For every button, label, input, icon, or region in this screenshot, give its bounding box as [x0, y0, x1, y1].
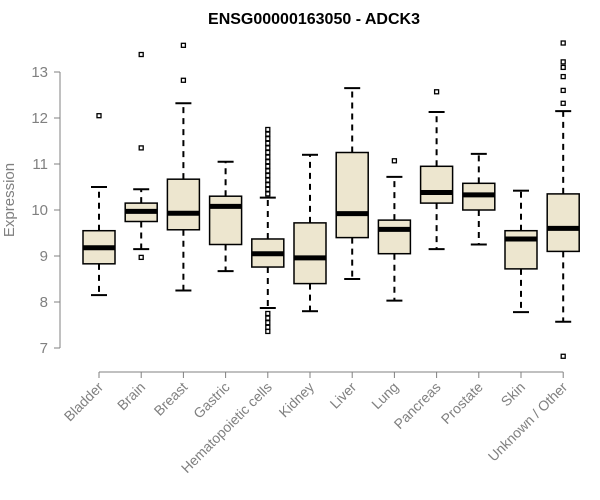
x-tick-label: Kidney [276, 379, 318, 421]
outlier-point [560, 64, 566, 71]
box-breast [166, 42, 201, 292]
box-body [377, 219, 412, 255]
box-gastric [208, 160, 243, 273]
outlier-point [265, 186, 271, 192]
outlier-point [391, 158, 398, 164]
x-tick-label: Bladder [61, 379, 107, 425]
box-hematopoietic-cells [251, 126, 285, 335]
x-tick-label: Breast [151, 379, 191, 419]
chart-title: ENSG00000163050 - ADCK3 [208, 11, 420, 28]
box-lung [377, 158, 412, 302]
y-axis: 7 8 9 10 11 12 13 [31, 64, 61, 357]
outlier-point [265, 320, 271, 326]
outlier-point [560, 40, 566, 46]
outlier-point [265, 136, 271, 142]
box-liver [335, 87, 369, 280]
outlier-point [138, 254, 144, 261]
y-tick-label: 9 [40, 248, 48, 265]
outlier-point [265, 149, 271, 156]
outlier-point [265, 328, 271, 335]
y-tick-label: 11 [32, 156, 48, 173]
y-tick-label: 10 [31, 202, 48, 219]
y-axis-label: Expression [1, 163, 18, 237]
x-tick-label: Lung [368, 379, 401, 412]
outlier-point [560, 59, 566, 65]
outlier-point [265, 159, 271, 165]
y-tick-label: 8 [40, 294, 48, 311]
box-body [293, 222, 327, 285]
box-brain [124, 51, 158, 261]
box-body [419, 165, 454, 204]
box-body [335, 151, 369, 239]
outlier-point [265, 168, 271, 174]
box-series [82, 40, 580, 359]
y-tick-label: 13 [31, 64, 48, 81]
outlier-point [265, 177, 271, 183]
box-body [166, 178, 201, 231]
outlier-point [265, 324, 271, 330]
outlier-point [265, 131, 271, 137]
box-body [208, 195, 243, 246]
box-body [504, 229, 538, 270]
outlier-point [265, 182, 271, 188]
y-tick-label: 12 [31, 110, 48, 127]
outlier-point [138, 51, 144, 58]
outlier-point [180, 77, 187, 83]
outlier-point [560, 73, 566, 80]
outlier-point [560, 100, 566, 106]
x-tick-label: Brain [114, 379, 148, 413]
outlier-point [265, 145, 271, 151]
box-body [546, 193, 580, 253]
outlier-point [265, 315, 271, 321]
outlier-point [560, 353, 566, 359]
outlier-point [560, 87, 566, 94]
box-skin [504, 189, 538, 314]
outlier-point [265, 172, 271, 179]
box-bladder [82, 113, 116, 297]
y-tick-label: 7 [40, 340, 48, 357]
box-pancreas [419, 89, 454, 251]
outlier-point [265, 126, 271, 133]
outlier-point [265, 191, 271, 197]
outlier-point [433, 89, 440, 95]
outlier-point [265, 163, 271, 169]
outlier-point [265, 154, 271, 160]
box-kidney [293, 153, 327, 313]
box-unknown-other [546, 40, 580, 359]
x-tick-label: Skin [498, 379, 529, 410]
x-tick-label: Prostate [438, 379, 486, 427]
outlier-point [138, 145, 144, 151]
outlier-point [96, 113, 102, 119]
x-tick-label: Liver [327, 379, 360, 412]
x-tick-label: Unknown / Other [485, 379, 571, 465]
outlier-point [180, 42, 187, 48]
outlier-point [265, 140, 271, 146]
box-prostate [462, 152, 496, 246]
outlier-point [265, 310, 271, 317]
x-tick-label: Pancreas [391, 379, 444, 432]
